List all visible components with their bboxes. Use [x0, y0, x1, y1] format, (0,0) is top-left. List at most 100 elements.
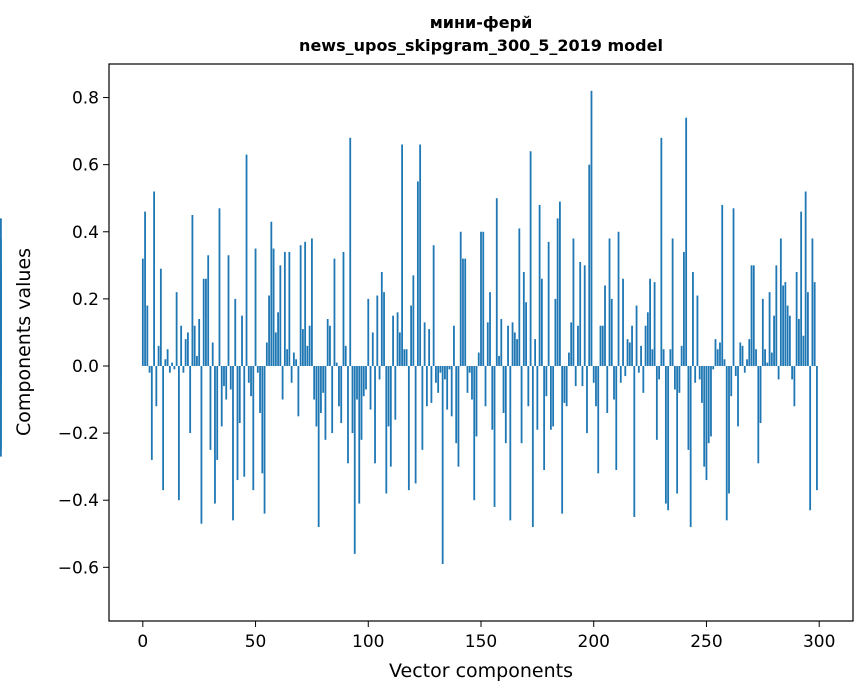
bar	[295, 359, 298, 366]
bar	[552, 365, 555, 427]
bar	[205, 278, 207, 366]
bar	[250, 365, 252, 397]
y-tick-label: 0.8	[72, 89, 99, 109]
bar	[414, 365, 417, 484]
bar	[292, 352, 295, 366]
bar	[389, 365, 392, 467]
bar	[383, 292, 385, 366]
bar	[664, 365, 667, 504]
bar	[644, 325, 647, 366]
x-tick-label: 200	[578, 632, 610, 652]
bar	[378, 365, 381, 380]
bar	[757, 365, 760, 464]
bar	[732, 208, 735, 366]
bar	[667, 365, 670, 511]
bar	[689, 365, 692, 528]
bar	[516, 339, 518, 366]
bar	[748, 339, 751, 366]
bar	[455, 365, 458, 444]
bar	[676, 365, 679, 494]
bar	[678, 365, 681, 393]
bar	[369, 365, 372, 410]
y-tick-label: 0.2	[72, 290, 99, 310]
bar	[392, 315, 394, 366]
bar	[613, 365, 615, 400]
bar	[331, 365, 334, 434]
bar	[728, 365, 730, 494]
bar	[559, 201, 561, 366]
bar	[344, 345, 347, 366]
bar	[385, 365, 388, 494]
bar	[586, 365, 588, 434]
x-tick-label: 100	[352, 632, 384, 652]
bar	[184, 339, 187, 366]
bar	[696, 295, 699, 366]
bar	[234, 298, 237, 366]
bar	[581, 365, 584, 387]
bar	[606, 365, 609, 413]
bar	[252, 365, 255, 491]
bar	[270, 221, 273, 366]
bar	[0, 365, 2, 383]
bar	[243, 365, 246, 477]
bar	[563, 365, 566, 403]
bar	[245, 154, 248, 366]
bar	[705, 365, 708, 481]
bar	[673, 365, 676, 390]
bar	[198, 319, 201, 366]
y-axis-label: Components values	[13, 248, 35, 436]
bar	[374, 365, 376, 464]
bar	[800, 211, 803, 366]
bar	[816, 365, 818, 491]
bar	[290, 365, 293, 383]
bar	[450, 365, 453, 417]
bar	[642, 365, 645, 393]
bar	[353, 365, 356, 554]
bar	[283, 251, 286, 366]
bar	[534, 339, 537, 366]
bar	[371, 332, 374, 366]
bar	[180, 325, 183, 366]
bar	[491, 365, 494, 430]
bar	[216, 365, 219, 460]
bar	[349, 137, 352, 366]
bar	[540, 278, 543, 366]
bar	[712, 365, 715, 370]
bar	[315, 365, 318, 427]
bar	[504, 365, 507, 444]
bar	[797, 319, 800, 366]
bar	[804, 191, 807, 366]
bar	[437, 365, 440, 393]
bar	[187, 332, 189, 366]
bar	[356, 365, 358, 400]
y-tick-label: 0.6	[72, 156, 99, 176]
bar	[531, 365, 534, 528]
bar	[168, 365, 171, 373]
bar	[268, 295, 270, 366]
y-axis-ticks: −0.6 −0.4 −0.2 0.0 0.2 0.4 0.6 0.8	[58, 89, 109, 578]
bar	[597, 365, 600, 474]
bar	[338, 365, 340, 407]
bar	[148, 365, 151, 373]
bar	[633, 365, 636, 517]
bar	[265, 342, 268, 366]
bar	[646, 312, 649, 366]
bar	[538, 204, 541, 366]
bar	[0, 349, 2, 366]
bar	[313, 365, 316, 400]
bar	[703, 365, 706, 467]
bar	[299, 245, 302, 366]
bar	[218, 208, 221, 366]
bar	[768, 292, 771, 366]
bar	[493, 365, 496, 507]
bar	[326, 319, 329, 366]
bar	[568, 352, 570, 366]
y-tick-label: −0.6	[58, 558, 99, 578]
bar	[471, 365, 473, 400]
bar	[166, 349, 169, 366]
bar	[277, 312, 279, 366]
bar	[459, 231, 462, 366]
bar	[522, 272, 525, 366]
bar	[610, 298, 613, 366]
